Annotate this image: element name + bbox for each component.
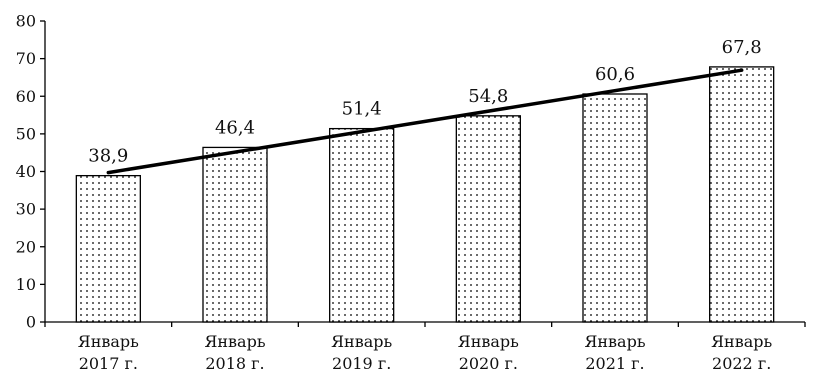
bar — [75, 174, 141, 323]
x-category-label: Январь 2021 г. — [584, 332, 645, 373]
bar — [455, 115, 521, 323]
y-tick-label: 20 — [16, 237, 36, 256]
trendline-line — [106, 68, 744, 175]
x-axis: Январь 2017 г. Январь 2018 г. Январь 2019 г. Я… — [44, 321, 806, 373]
x-category-label: Январь 2022 г. — [711, 332, 772, 373]
y-axis: 0 10 20 30 40 50 60 70 80 — [16, 12, 46, 332]
bar — [202, 146, 268, 323]
x-category-label: Январь 2019 г. — [331, 332, 392, 373]
y-tick-label: 80 — [16, 12, 36, 31]
x-category-label: Январь 2017 г. — [78, 332, 139, 373]
x-category-label: Январь 2020 г. — [458, 332, 519, 373]
bar — [329, 127, 395, 323]
bar — [582, 93, 648, 323]
bars — [75, 66, 775, 323]
data-label: 46,4 — [215, 117, 255, 138]
x-category-label: Январь 2018 г. — [204, 332, 265, 373]
y-tick-label: 50 — [16, 124, 36, 143]
y-tick-label: 40 — [16, 162, 36, 181]
y-tick-label: 30 — [16, 200, 36, 219]
bar — [709, 66, 775, 323]
data-label: 38,9 — [88, 146, 128, 167]
trendline — [106, 68, 744, 175]
data-label: 60,6 — [595, 64, 635, 85]
data-label: 54,8 — [468, 86, 508, 107]
y-tick-label: 0 — [26, 313, 36, 332]
data-label: 67,8 — [722, 37, 762, 58]
y-tick-label: 10 — [16, 275, 36, 294]
data-labels: 38,9 46,4 51,4 54,8 60,6 67,8 — [88, 37, 761, 167]
y-tick-label: 70 — [16, 49, 36, 68]
y-tick-label: 60 — [16, 87, 36, 106]
data-label: 51,4 — [342, 99, 382, 120]
